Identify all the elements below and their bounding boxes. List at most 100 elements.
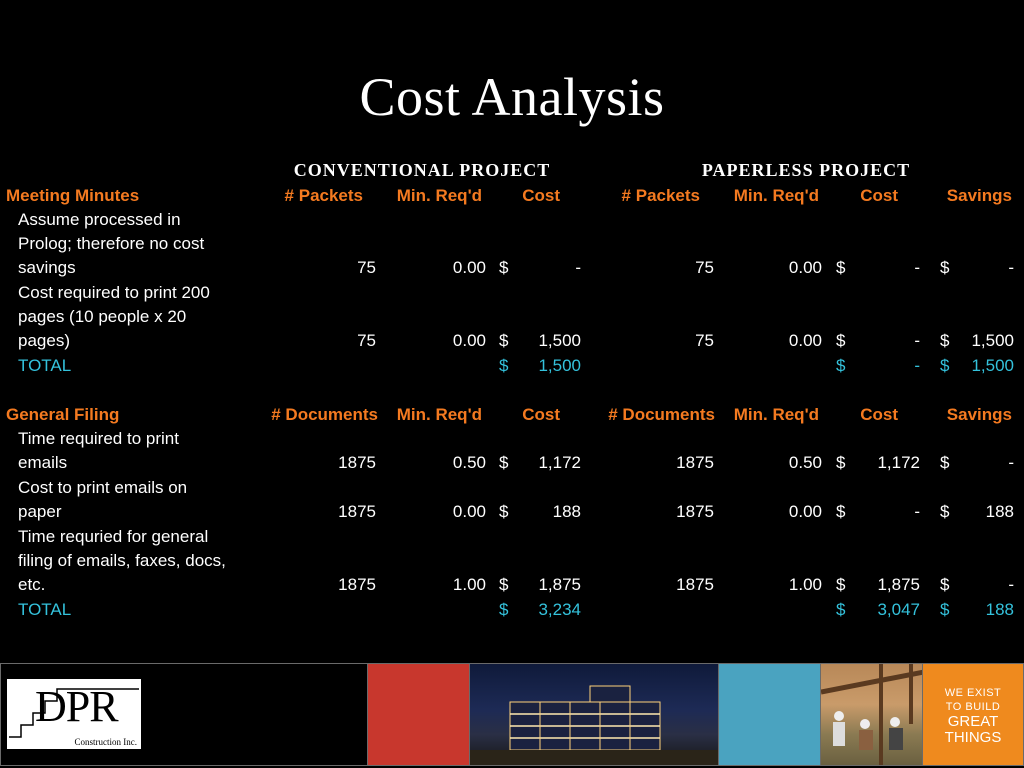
conv-total-cost: 1,500: [538, 356, 581, 375]
savings-currency: $: [940, 502, 950, 521]
col-header-cost-paper: Cost: [860, 186, 898, 205]
paper-cost: 1,172: [877, 453, 920, 472]
row-description-line: Assume processed in: [18, 210, 181, 229]
paper-cost: 1,875: [877, 575, 920, 594]
paper-currency: $: [836, 331, 846, 350]
conv-min: 1.00: [452, 575, 486, 594]
paper-min: 1.00: [788, 575, 822, 594]
conv-min: 0.00: [452, 258, 486, 277]
paper-total-currency: $: [836, 356, 846, 375]
row-description-line: Prolog; therefore no cost: [18, 234, 205, 253]
savings-currency: $: [940, 258, 950, 277]
logo-steps-graphic: [9, 688, 139, 738]
tagline: WE EXIST TO BUILD GREAT THINGS: [923, 686, 1023, 746]
savings-value: -: [1008, 453, 1014, 472]
savings-value: -: [1008, 575, 1014, 594]
paper-currency: $: [836, 258, 846, 277]
savings-currency: $: [940, 331, 950, 350]
savings-currency: $: [940, 575, 950, 594]
row-description-line: filing of emails, faxes, docs,: [18, 551, 226, 570]
paper-count: 75: [695, 331, 714, 350]
row-description-line: paper: [18, 502, 62, 521]
total-label: TOTAL: [18, 600, 72, 619]
row-description-line: etc.: [18, 575, 46, 594]
paper-total-cost: -: [914, 356, 920, 375]
col-header-min-conv: Min. Req'd: [396, 186, 482, 205]
tagline-line: TO BUILD: [945, 701, 1001, 713]
savings-total-currency: $: [940, 356, 950, 375]
workers-photo-graphic: [821, 664, 922, 765]
conv-count: 1875: [338, 453, 376, 472]
paper-count: 1875: [676, 453, 714, 472]
conv-cost: 1,875: [538, 575, 581, 594]
total-label: TOTAL: [18, 356, 72, 375]
row-description-line: savings: [18, 258, 76, 277]
paper-total-cost: 3,047: [877, 600, 920, 619]
conv-currency: $: [499, 502, 509, 521]
conv-total-cost: 3,234: [538, 600, 581, 619]
savings-total-value: 1,500: [971, 356, 1014, 375]
row-description-line: Time requried for general: [18, 527, 209, 546]
conv-currency: $: [499, 258, 509, 277]
conv-total-currency: $: [499, 356, 509, 375]
paperless-project-header: PAPERLESS PROJECT: [701, 160, 911, 180]
paper-count: 1875: [676, 575, 714, 594]
col-header-cost-conv: Cost: [522, 186, 560, 205]
conv-min: 0.00: [452, 331, 486, 350]
section-meeting-minutes: Meeting Minutes: [6, 186, 140, 205]
paper-cost: -: [914, 331, 920, 350]
savings-value: -: [1008, 258, 1014, 277]
blue-color-panel: [718, 663, 821, 766]
logo-subtitle: Construction Inc.: [74, 737, 138, 747]
col-header-packets-conv: # Packets: [284, 186, 363, 205]
building-photo-graphic: [470, 685, 718, 765]
col-header-min-paper: Min. Req'd: [733, 405, 819, 424]
conv-currency: $: [499, 331, 509, 350]
paper-min: 0.00: [788, 258, 822, 277]
col-header-cost-paper: Cost: [860, 405, 898, 424]
conv-min: 0.50: [452, 453, 486, 472]
col-header-documents-paper: # Documents: [608, 405, 715, 424]
row-description-line: pages): [18, 331, 70, 350]
paper-min: 0.00: [788, 502, 822, 521]
savings-total-currency: $: [940, 600, 950, 619]
conv-currency: $: [499, 453, 509, 472]
paper-count: 1875: [676, 502, 714, 521]
tagline-line: GREAT: [947, 713, 999, 730]
workers-photo: [820, 663, 923, 766]
paper-min: 0.50: [788, 453, 822, 472]
conv-cost: -: [575, 258, 581, 277]
row-description-line: Time required to print: [18, 429, 179, 448]
tagline-panel: WE EXIST TO BUILD GREAT THINGS: [922, 663, 1024, 766]
conv-count: 1875: [338, 575, 376, 594]
paper-currency: $: [836, 502, 846, 521]
savings-total-value: 188: [985, 600, 1014, 619]
savings-value: 1,500: [971, 331, 1014, 350]
tagline-line: THINGS: [944, 729, 1002, 746]
row-description-line: Cost to print emails on: [18, 478, 188, 497]
conv-count: 75: [357, 258, 376, 277]
dpr-logo: DPR Construction Inc.: [7, 679, 141, 749]
col-header-packets-paper: # Packets: [621, 186, 700, 205]
red-color-panel: [367, 663, 470, 766]
col-header-documents-conv: # Documents: [271, 405, 378, 424]
conv-min: 0.00: [452, 502, 486, 521]
logo-panel: DPR Construction Inc.: [0, 663, 368, 766]
paper-cost: -: [914, 502, 920, 521]
conv-total-currency: $: [499, 600, 509, 619]
row-description-line: Cost required to print 200: [18, 283, 210, 302]
savings-value: 188: [985, 502, 1014, 521]
col-header-min-paper: Min. Req'd: [733, 186, 819, 205]
row-description-line: pages (10 people x 20: [18, 307, 187, 326]
conv-cost: 188: [552, 502, 581, 521]
footer-banner: DPR Construction Inc.: [0, 663, 1024, 768]
paper-cost: -: [914, 258, 920, 277]
paper-total-currency: $: [836, 600, 846, 619]
conventional-project-header: CONVENTIONAL PROJECT: [293, 160, 551, 180]
tagline-line: WE EXIST: [944, 687, 1002, 699]
conv-cost: 1,500: [538, 331, 581, 350]
paper-min: 0.00: [788, 331, 822, 350]
col-header-min-conv: Min. Req'd: [396, 405, 482, 424]
savings-currency: $: [940, 453, 950, 472]
building-photo: [469, 663, 719, 766]
